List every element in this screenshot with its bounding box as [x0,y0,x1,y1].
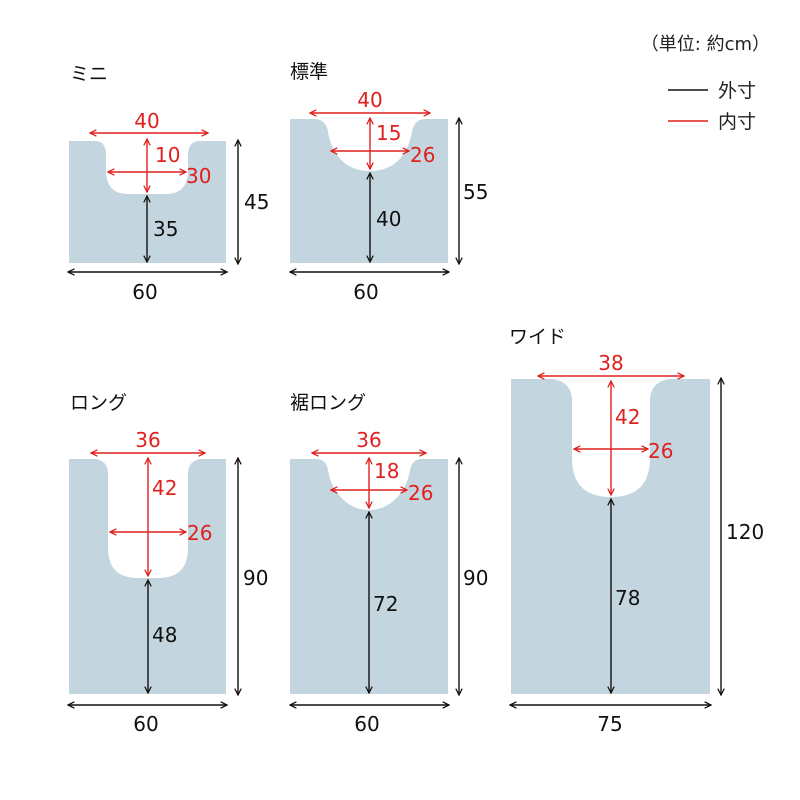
bottom-length-value: 78 [615,586,640,610]
outer-height-value: 55 [463,180,488,204]
outer-width-value: 60 [133,712,158,736]
mat-name: ロング [70,392,127,414]
legend: （単位: 約cm） 外寸 内寸 [641,34,770,133]
legend-outer-label: 外寸 [718,80,756,102]
unit-note: （単位: 約cm） [641,34,770,55]
outer-height-value: 120 [726,520,764,544]
outer-width-value: 60 [132,280,157,304]
mat-long: ロング 36 42 26 48 90 60 [68,392,268,736]
cutout-width-value: 38 [598,351,623,375]
cutout-inner-width-value: 30 [186,164,211,188]
outer-width-value: 75 [597,712,622,736]
outer-height-value: 90 [463,566,488,590]
cutout-width-value: 40 [357,88,382,112]
mat-wide: ワイド 38 42 26 78 120 75 [509,326,764,736]
cutout-inner-width-value: 26 [648,439,673,463]
mat-standard: 標準 40 15 26 40 55 60 [290,61,488,304]
outer-width-value: 60 [354,712,379,736]
bottom-length-value: 40 [376,207,401,231]
cutout-depth-value: 42 [615,405,640,429]
bottom-length-value: 48 [152,623,177,647]
bottom-length-value: 35 [153,217,178,241]
mat-hem-long: 裾ロング 36 18 26 72 90 60 [290,392,488,736]
mat-name: ミニ [70,63,108,85]
mat-shape [69,459,226,694]
cutout-depth-value: 15 [376,121,401,145]
cutout-inner-width-value: 26 [187,521,212,545]
mat-name: 裾ロング [290,392,366,414]
cutout-depth-value: 10 [155,143,180,167]
outer-width-value: 60 [353,280,378,304]
cutout-width-value: 36 [135,428,160,452]
cutout-inner-width-value: 26 [410,143,435,167]
bottom-length-value: 72 [373,592,398,616]
outer-height-value: 45 [244,190,269,214]
cutout-width-value: 40 [134,109,159,133]
legend-inner-label: 内寸 [718,111,756,133]
cutout-inner-width-value: 26 [408,481,433,505]
mat-mini: ミニ 40 10 30 35 45 60 [68,63,269,304]
mat-name: ワイド [509,326,566,348]
cutout-depth-value: 18 [374,459,399,483]
outer-height-value: 90 [243,566,268,590]
cutout-width-value: 36 [356,428,381,452]
mat-shape [290,119,448,263]
mat-name: 標準 [290,61,328,83]
cutout-depth-value: 42 [152,476,177,500]
